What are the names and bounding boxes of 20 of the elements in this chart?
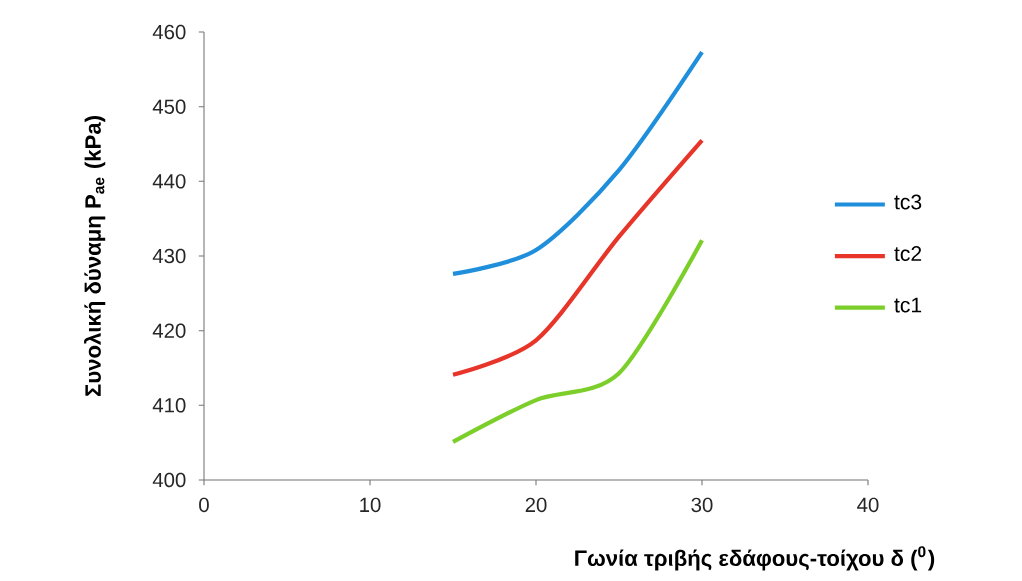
y-tick-label: 420 [152, 323, 186, 338]
line-series [450, 238, 705, 445]
y-tick-label: 410 [152, 398, 186, 413]
legend-label: tc1 [894, 297, 922, 313]
line-series [450, 138, 705, 377]
x-tick-label: 30 [691, 497, 713, 513]
legend-label: tc3 [894, 194, 922, 210]
y-tick-label: 450 [152, 99, 186, 114]
y-tick-label: 460 [152, 24, 186, 40]
x-axis-title: Γωνία τριβής εδάφους-τοίχου δ ($^{0}$) [575, 546, 935, 571]
x-tick-label: 10 [360, 497, 381, 513]
y-axis-title: Συνολική δύναμη P$_{ae}$ (kPa) [84, 116, 106, 397]
y-tick-label: 400 [152, 472, 186, 488]
x-tick-label: 0 [199, 497, 209, 513]
legend-label: tc2 [894, 246, 922, 262]
line-series [450, 50, 705, 277]
x-tick-label: 20 [525, 497, 547, 513]
y-tick-label: 440 [152, 174, 186, 189]
x-tick-label: 40 [857, 497, 879, 513]
y-tick-label: 430 [152, 248, 186, 264]
